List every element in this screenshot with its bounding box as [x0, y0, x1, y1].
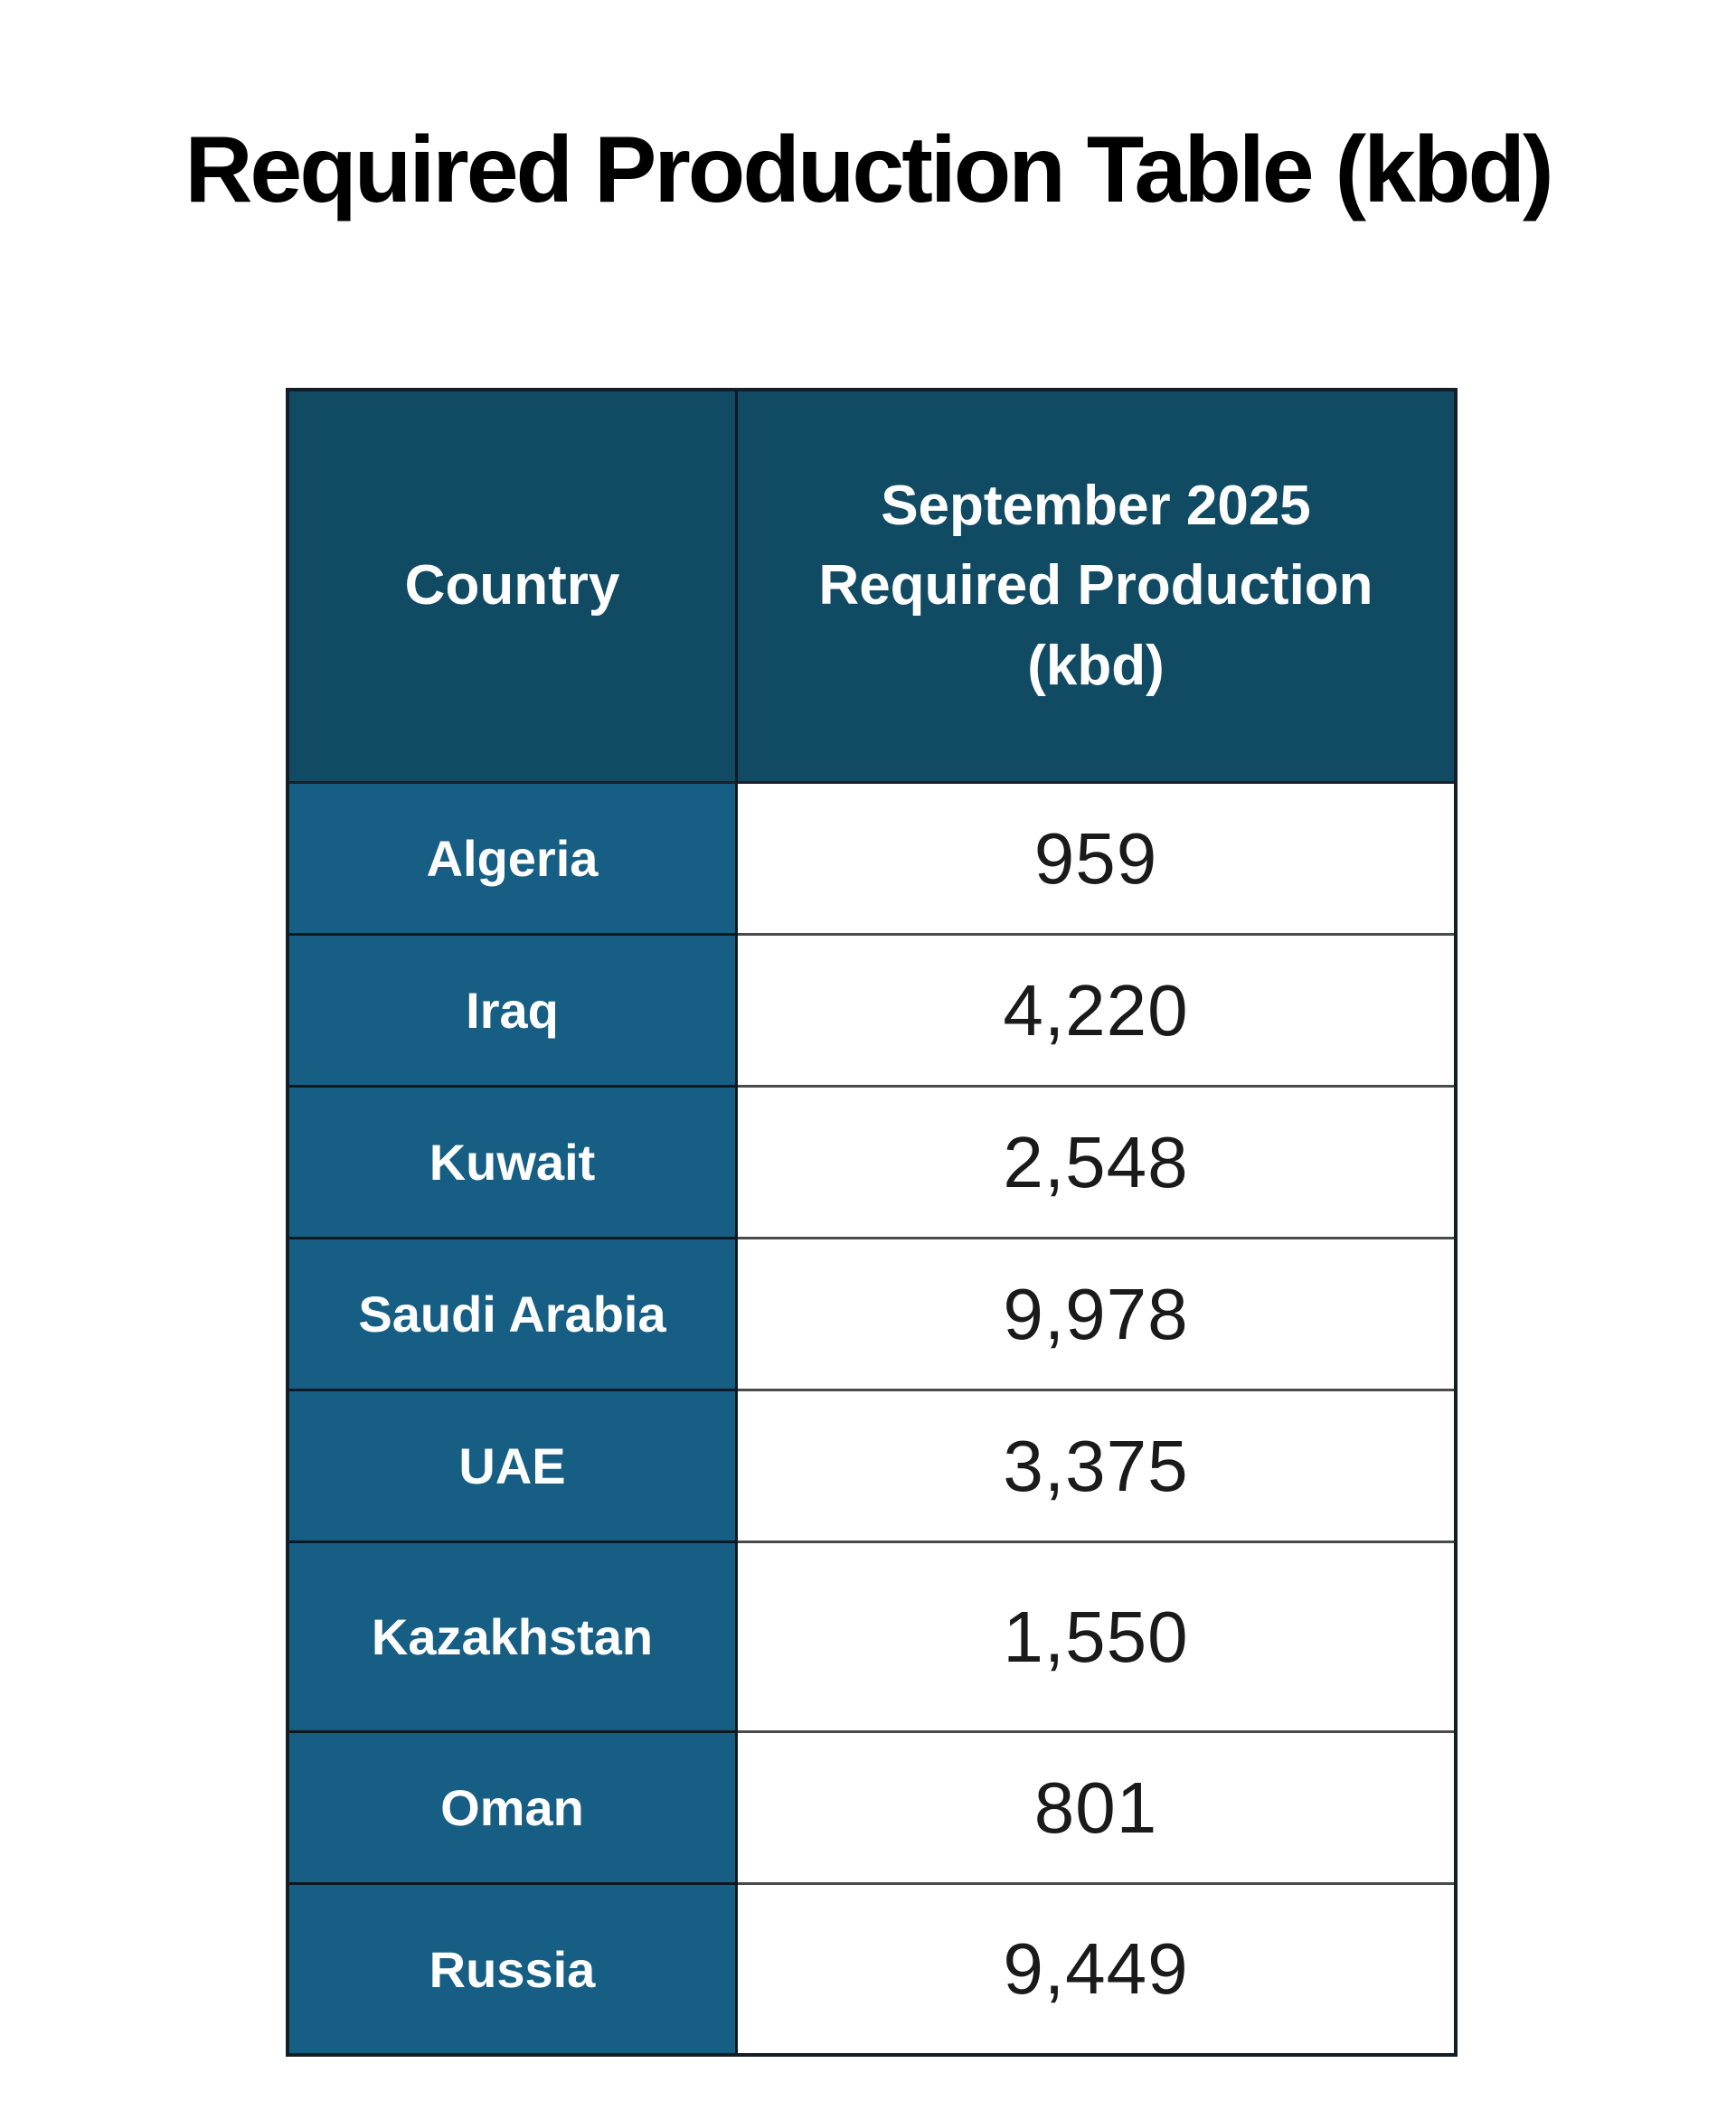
required-production-table: Country September 2025 Required Producti…: [286, 388, 1458, 2057]
country-cell: Saudi Arabia: [289, 1239, 738, 1391]
value-cell: 2,548: [738, 1088, 1454, 1239]
value-cell: 9,449: [738, 1885, 1454, 2053]
table-row: UAE 3,375: [289, 1391, 1454, 1543]
country-cell: UAE: [289, 1391, 738, 1543]
country-cell: Iraq: [289, 936, 738, 1088]
table-header-row: Country September 2025 Required Producti…: [289, 391, 1454, 784]
country-cell: Algeria: [289, 784, 738, 936]
table-row: Russia 9,449: [289, 1885, 1454, 2053]
value-cell: 801: [738, 1733, 1454, 1885]
value-cell: 1,550: [738, 1543, 1454, 1733]
page-title: Required Production Table (kbd): [184, 118, 1553, 222]
country-cell: Kuwait: [289, 1088, 738, 1239]
country-cell: Kazakhstan: [289, 1543, 738, 1733]
value-cell: 9,978: [738, 1239, 1454, 1391]
value-cell: 4,220: [738, 936, 1454, 1088]
country-cell: Oman: [289, 1733, 738, 1885]
country-cell: Russia: [289, 1885, 738, 2053]
table-row: Iraq 4,220: [289, 936, 1454, 1088]
value-cell: 3,375: [738, 1391, 1454, 1543]
column-header-required-production: September 2025 Required Production (kbd): [738, 391, 1454, 784]
value-cell: 959: [738, 784, 1454, 936]
table-row: Saudi Arabia 9,978: [289, 1239, 1454, 1391]
column-header-country: Country: [289, 391, 738, 784]
table-row: Kuwait 2,548: [289, 1088, 1454, 1239]
table-row: Algeria 959: [289, 784, 1454, 936]
table-row: Kazakhstan 1,550: [289, 1543, 1454, 1733]
table-row: Oman 801: [289, 1733, 1454, 1885]
